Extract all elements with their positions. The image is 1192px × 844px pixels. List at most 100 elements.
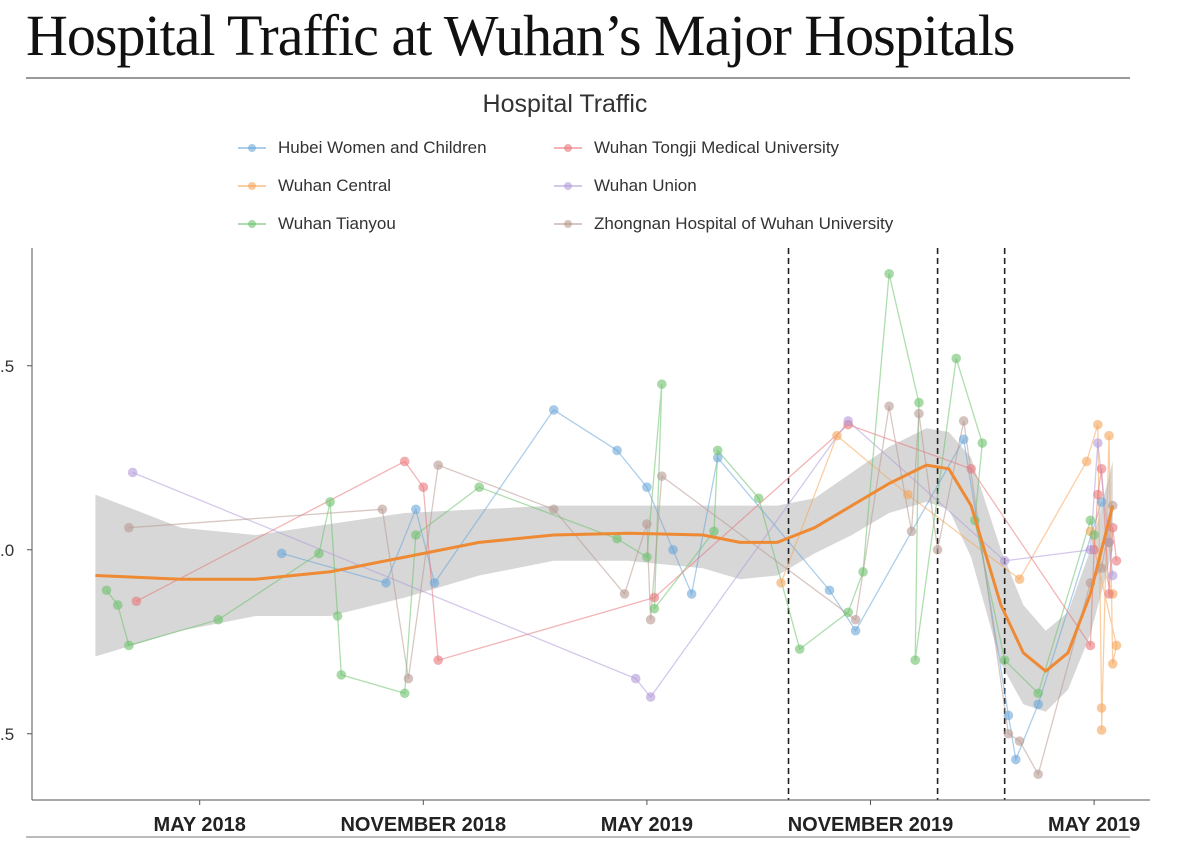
legend-swatch	[236, 213, 268, 235]
x-tick-label: NOVEMBER 2018	[340, 814, 506, 836]
data-point	[645, 614, 656, 625]
data-point	[418, 482, 429, 493]
data-point	[429, 578, 440, 588]
y-tick-label: .5	[0, 357, 14, 376]
data-point	[612, 445, 622, 456]
data-point	[824, 585, 835, 596]
bottom-rule	[26, 836, 1130, 838]
chart-title: Hospital Traffic	[482, 90, 648, 118]
legend-swatch	[552, 175, 584, 197]
data-point	[832, 430, 842, 441]
legend-item: Wuhan Tianyou	[236, 213, 396, 235]
data-point	[1085, 544, 1096, 555]
data-point	[884, 401, 894, 412]
data-point	[999, 655, 1010, 665]
data-point	[1093, 438, 1103, 448]
data-point	[1107, 570, 1118, 581]
legend-label: Wuhan Tongji Medical University	[594, 138, 840, 157]
data-point	[1085, 515, 1096, 526]
confidence-band-area	[95, 428, 1113, 712]
data-point	[1089, 530, 1099, 540]
legend-swatch	[552, 137, 584, 159]
data-point	[1096, 464, 1107, 474]
data-point	[630, 673, 641, 684]
data-point	[1014, 736, 1025, 746]
data-point	[131, 596, 142, 607]
data-point	[1107, 500, 1118, 511]
legend-label: Hubei Women and Children	[278, 138, 487, 157]
data-point	[1033, 688, 1043, 699]
data-point	[433, 655, 444, 665]
series-line	[128, 406, 1114, 776]
data-point	[858, 567, 868, 577]
data-point	[776, 578, 786, 588]
axes	[31, 248, 1150, 801]
data-point	[1107, 659, 1118, 669]
data-point	[1011, 754, 1021, 765]
data-point	[958, 434, 969, 445]
data-point	[843, 607, 853, 618]
legend-swatch	[236, 175, 268, 197]
data-point	[642, 519, 652, 529]
legend-label: Zhongnan Hospital of Wuhan University	[594, 214, 894, 233]
data-point	[548, 504, 559, 515]
y-tick-label: .5	[0, 725, 14, 744]
data-point	[1003, 710, 1014, 721]
legend-swatch	[552, 213, 584, 235]
x-tick-label: NOVEMBER 2019	[788, 814, 954, 836]
data-point	[1081, 456, 1092, 467]
data-point	[686, 589, 697, 599]
data-point	[474, 482, 485, 493]
data-point	[127, 467, 138, 478]
data-point	[1096, 703, 1107, 713]
data-point	[1093, 419, 1103, 430]
data-point	[1093, 489, 1103, 500]
confidence-band	[95, 428, 1113, 712]
data-point	[433, 460, 444, 470]
data-point	[1096, 497, 1107, 507]
headline-rule	[26, 77, 1130, 79]
data-point	[377, 504, 388, 515]
data-point	[411, 530, 421, 540]
data-point	[1014, 574, 1025, 584]
data-point	[124, 522, 134, 533]
data-point	[645, 692, 656, 702]
y-tick-label: .0	[0, 541, 14, 560]
data-point	[958, 416, 969, 426]
x-tick-label: MAY 2019	[1048, 814, 1140, 836]
data-point	[932, 544, 943, 555]
data-point	[712, 445, 723, 456]
trend-curve	[95, 463, 1115, 673]
data-point	[1104, 589, 1114, 599]
data-point	[325, 497, 335, 507]
x-tick-label: MAY 2019	[601, 814, 693, 836]
legend-swatch	[236, 137, 268, 159]
data-point	[649, 603, 660, 614]
legend-item: Wuhan Union	[552, 175, 697, 197]
data-point	[951, 353, 962, 364]
data-point	[657, 471, 667, 481]
data-point	[101, 585, 112, 596]
x-tick-label: MAY 2018	[154, 814, 246, 836]
trend-line	[95, 463, 1115, 673]
data-point	[910, 655, 921, 665]
data-point	[336, 670, 347, 680]
data-point	[753, 493, 764, 504]
data-point	[612, 533, 622, 544]
legend-item: Wuhan Central	[236, 175, 391, 197]
data-point	[1111, 640, 1122, 651]
data-point	[712, 452, 723, 463]
data-point	[1033, 699, 1043, 710]
legend-label: Wuhan Tianyou	[278, 214, 396, 233]
headline: Hospital Traffic at Wuhan’s Major Hospit…	[26, 3, 1015, 68]
data-point	[411, 504, 421, 515]
data-point	[1104, 537, 1114, 548]
data-point	[314, 548, 324, 559]
data-point	[403, 673, 414, 684]
y-tick-labels: .5 .0 .5	[0, 357, 32, 744]
legend-item: Zhongnan Hospital of Wuhan University	[552, 213, 893, 235]
data-point	[850, 614, 861, 625]
data-point	[649, 592, 660, 603]
data-point	[843, 416, 853, 426]
data-point	[884, 268, 894, 279]
